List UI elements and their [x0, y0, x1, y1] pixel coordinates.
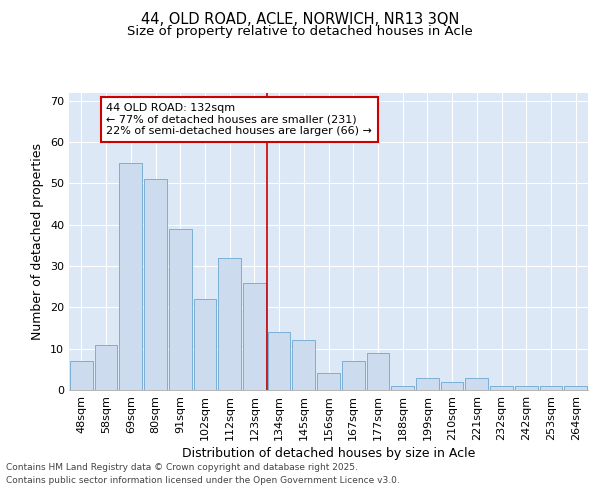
Bar [515, 386, 538, 390]
Text: 44 OLD ROAD: 132sqm
← 77% of detached houses are smaller (231)
22% of semi-detac: 44 OLD ROAD: 132sqm ← 77% of detached ho… [106, 103, 372, 136]
Bar [416, 378, 439, 390]
X-axis label: Distribution of detached houses by size in Acle: Distribution of detached houses by size … [182, 447, 475, 460]
Text: Contains HM Land Registry data © Crown copyright and database right 2025.: Contains HM Land Registry data © Crown c… [6, 462, 358, 471]
Bar [169, 229, 191, 390]
Bar [144, 180, 167, 390]
Text: 44, OLD ROAD, ACLE, NORWICH, NR13 3QN: 44, OLD ROAD, ACLE, NORWICH, NR13 3QN [141, 12, 459, 28]
Y-axis label: Number of detached properties: Number of detached properties [31, 143, 44, 340]
Bar [564, 386, 587, 390]
Bar [194, 299, 216, 390]
Bar [119, 162, 142, 390]
Bar [391, 386, 414, 390]
Bar [70, 361, 93, 390]
Bar [441, 382, 463, 390]
Bar [367, 353, 389, 390]
Text: Contains public sector information licensed under the Open Government Licence v3: Contains public sector information licen… [6, 476, 400, 485]
Bar [292, 340, 315, 390]
Bar [218, 258, 241, 390]
Text: Size of property relative to detached houses in Acle: Size of property relative to detached ho… [127, 25, 473, 38]
Bar [95, 344, 118, 390]
Bar [342, 361, 365, 390]
Bar [268, 332, 290, 390]
Bar [317, 374, 340, 390]
Bar [243, 282, 266, 390]
Bar [466, 378, 488, 390]
Bar [539, 386, 562, 390]
Bar [490, 386, 513, 390]
